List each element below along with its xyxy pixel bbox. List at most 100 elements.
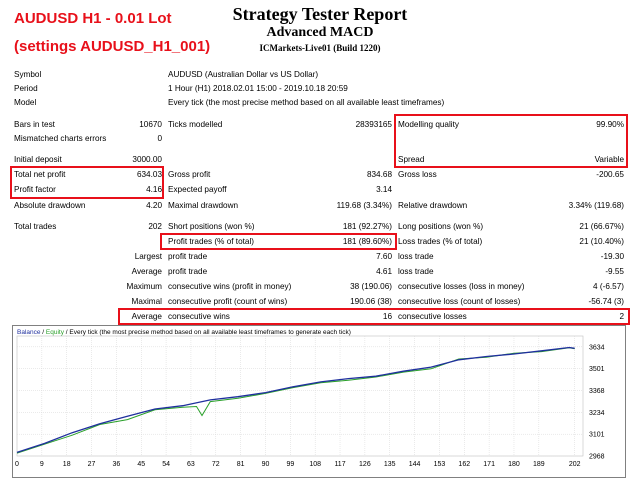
avg-cons-wins-label: consecutive wins — [168, 312, 230, 321]
x-tick-label: 18 — [63, 461, 71, 468]
maximal-row: Maximal consecutive profit (count of win… — [0, 295, 640, 309]
trades-row: Total trades 202 Short positions (won %)… — [0, 220, 640, 234]
plot-frame — [16, 335, 584, 457]
loss-trades-label: Loss trades (% of total) — [398, 237, 483, 246]
trades-label: Total trades — [14, 222, 57, 231]
spread-label: Spread — [398, 155, 425, 164]
x-tick-label: 202 — [569, 461, 581, 468]
x-tick-label: 27 — [88, 461, 96, 468]
report-title: Strategy Tester Report — [232, 4, 408, 24]
x-tick-label: 81 — [237, 461, 245, 468]
loss-trades-value: 21 (10.40%) — [579, 237, 624, 246]
net-profit-value: 634.03 — [136, 170, 162, 179]
server-build: ICMarkets-Live01 (Build 1220) — [259, 43, 381, 53]
gross-profit-value: 834.68 — [366, 170, 392, 179]
payoff-label: Expected payoff — [168, 185, 227, 194]
short-label: Short positions (won %) — [168, 222, 255, 231]
net-profit-row: Total net profit 634.03 Gross profit 834… — [0, 168, 640, 182]
average-profit-value: 4.61 — [376, 267, 392, 276]
x-tick-label: 117 — [334, 461, 345, 468]
average-label: Average — [131, 267, 162, 276]
bars-row: Bars in test 10670 Ticks modelled 283931… — [0, 118, 640, 132]
legend-separator: / — [41, 329, 46, 336]
avg-cons-wins-value: 16 — [382, 312, 392, 321]
quality-label: Modelling quality — [398, 120, 459, 129]
balance-chart-svg: 0 9 18 27 36 45 54 63 72 81 90 99 108 117 126 135 144 153… — [15, 329, 605, 468]
net-profit-label: Total net profit — [14, 170, 66, 179]
rel-dd-label: Relative drawdown — [398, 201, 468, 210]
x-tick-label: 72 — [212, 461, 220, 468]
average-profit-label: profit trade — [168, 267, 208, 276]
max-cons-wins-value: 38 (190.06) — [350, 282, 392, 291]
max-cons-wins-label: consecutive wins (profit in money) — [168, 282, 292, 291]
x-tick-label: 63 — [187, 461, 195, 468]
profit-factor-label: Profit factor — [14, 185, 56, 194]
deposit-label: Initial deposit — [14, 155, 62, 164]
profit-trades-label: Profit trades (% of total) — [168, 237, 255, 246]
balance-chart: 0 9 18 27 36 45 54 63 72 81 90 99 108 117 126 135 144 153… — [12, 325, 626, 478]
deposit-value: 3000.00 — [132, 155, 162, 164]
gross-profit-label: Gross profit — [168, 170, 211, 179]
max-cons-loss-value: -56.74 (3) — [588, 297, 625, 306]
highlight-modelling-quality — [394, 114, 628, 168]
chart-legend: Balance / Equity / Every tick (the most … — [17, 329, 351, 336]
maximum-row: Maximum consecutive wins (profit in mone… — [0, 280, 640, 294]
profit-factor-row: Profit factor 4.16 Expected payoff 3.14 — [0, 183, 640, 197]
x-tick-label: 144 — [409, 461, 421, 468]
largest-row: Largest profit trade 7.60 loss trade -19… — [0, 250, 640, 264]
drawdown-row: Absolute drawdown 4.20 Maximal drawdown … — [0, 199, 640, 213]
ticks-label: Ticks modelled — [168, 120, 223, 129]
spread-value: Variable — [594, 155, 624, 164]
max-dd-value: 119.68 (3.34%) — [336, 201, 392, 210]
maximal-label: Maximal — [131, 297, 162, 306]
avg-cons-losses-value: 2 — [619, 312, 624, 321]
legend-equity: Equity — [46, 329, 65, 336]
quality-value: 99.90% — [596, 120, 624, 129]
maximum-label: Maximum — [126, 282, 162, 291]
x-tick-label: 153 — [434, 461, 446, 468]
legend-note: / Every tick (the most precise method ba… — [64, 329, 351, 336]
mismatch-label: Mismatched charts errors — [14, 134, 107, 143]
highlight-profit-trades — [160, 233, 397, 250]
y-tick-label: 2968 — [589, 454, 605, 461]
profit-factor-value: 4.16 — [146, 185, 162, 194]
x-tick-label: 108 — [309, 461, 321, 468]
x-tick-label: 45 — [137, 461, 145, 468]
x-tick-label: 90 — [262, 461, 270, 468]
largest-label: Largest — [134, 252, 162, 261]
x-tick-label: 126 — [359, 461, 371, 468]
period-value: 1 Hour (H1) 2018.02.01 15:00 - 2019.10.1… — [168, 84, 348, 93]
max-cons-profit-label: consecutive profit (count of wins) — [168, 297, 288, 306]
symbol-row: Symbol AUDUSD (Australian Dollar vs US D… — [0, 68, 640, 82]
model-label: Model — [14, 98, 37, 107]
rel-dd-value: 3.34% (119.68) — [568, 201, 624, 210]
max-dd-label: Maximal drawdown — [168, 201, 239, 210]
x-tick-label: 189 — [533, 461, 545, 468]
mismatch-value: 0 — [157, 134, 162, 143]
max-cons-profit-value: 190.06 (38) — [350, 297, 392, 306]
average-loss-label: loss trade — [398, 267, 434, 276]
largest-loss-value: -19.30 — [600, 252, 624, 261]
profit-trades-value: 181 (89.60%) — [342, 237, 392, 246]
overlay-settings-label: (settings AUDUSD_H1_001) — [14, 38, 211, 55]
abs-dd-label: Absolute drawdown — [14, 201, 86, 210]
symbol-value: AUDUSD (Australian Dollar vs US Dollar) — [168, 70, 319, 79]
overlay-lot-label: AUDUSD H1 - 0.01 Lot — [14, 10, 172, 27]
average-row: Average profit trade 4.61 loss trade -9.… — [0, 265, 640, 279]
largest-profit-value: 7.60 — [376, 252, 392, 261]
x-tick-label: 180 — [508, 461, 520, 468]
x-tick-label: 0 — [15, 461, 19, 468]
gross-loss-value: -200.65 — [596, 170, 624, 179]
model-row: Model Every tick (the most precise metho… — [0, 96, 640, 110]
long-label: Long positions (won %) — [398, 222, 484, 231]
avg-cons-losses-label: consecutive losses — [398, 312, 467, 321]
short-value: 181 (92.27%) — [342, 222, 392, 231]
largest-loss-label: loss trade — [398, 252, 434, 261]
symbol-label: Symbol — [14, 70, 42, 79]
period-row: Period 1 Hour (H1) 2018.02.01 15:00 - 20… — [0, 82, 640, 96]
x-tick-label: 162 — [458, 461, 470, 468]
x-tick-label: 9 — [40, 461, 44, 468]
largest-profit-label: profit trade — [168, 252, 208, 261]
x-tick-label: 135 — [384, 461, 396, 468]
trades-value: 202 — [148, 222, 162, 231]
